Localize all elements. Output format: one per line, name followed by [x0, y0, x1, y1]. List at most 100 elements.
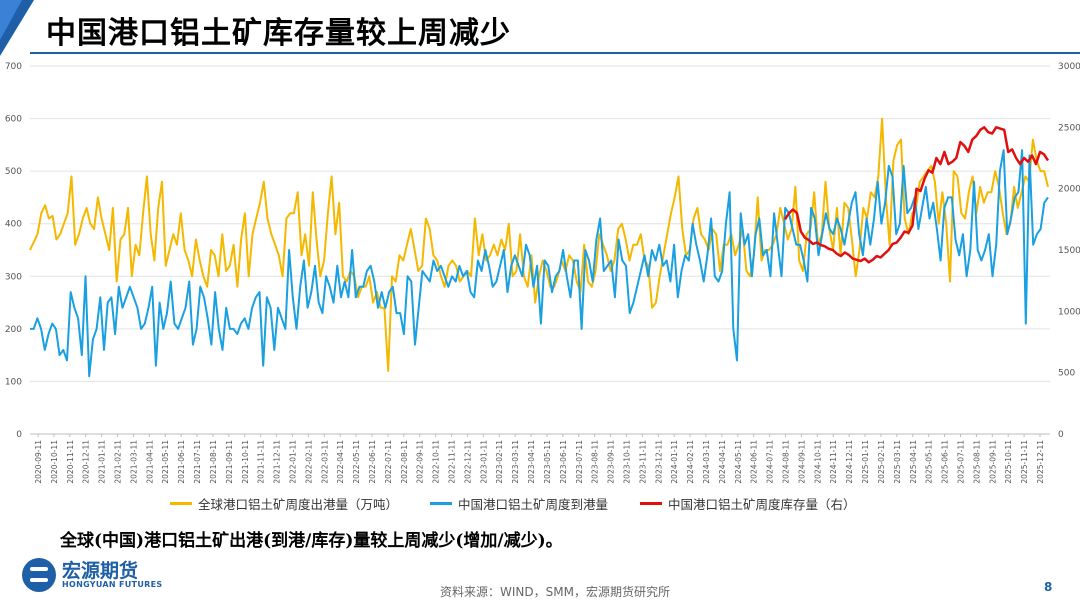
x-tick-label: 2023-10-11: [622, 440, 631, 484]
legend-swatch-blue: [430, 502, 453, 505]
x-tick-label: 2022-10-11: [432, 440, 441, 484]
x-tick-label: 2024-06-11: [750, 440, 759, 484]
x-tick-label: 2025-11-11: [1020, 440, 1029, 484]
chart-lines: [29, 117, 1050, 378]
y-right-tick-label: 3000: [1058, 62, 1080, 72]
x-tick-label: 2023-01-11: [479, 440, 488, 484]
x-tick-label: 2022-06-11: [368, 440, 377, 484]
x-tick-label: 2022-11-11: [448, 440, 457, 484]
x-tick-label: 2022-03-11: [320, 440, 329, 484]
x-tick-label: 2022-01-11: [288, 440, 297, 484]
x-tick-label: 2024-04-11: [718, 440, 727, 484]
x-tick-label: 2025-01-11: [861, 440, 870, 484]
x-tick-label: 2024-02-11: [686, 440, 695, 484]
x-tick-label: 2025-12-11: [1036, 440, 1045, 484]
header-underline: [30, 52, 1080, 54]
y-right-tick-label: 1000: [1058, 307, 1080, 317]
x-tick-label: 2021-05-11: [161, 440, 170, 484]
x-tick-label: 2022-05-11: [352, 440, 361, 484]
x-tick-label: 2021-10-11: [241, 440, 250, 484]
logo-text-cn: 宏源期货: [62, 560, 139, 582]
y-right-tick-label: 2000: [1058, 185, 1080, 195]
x-tick-label: 2024-11-11: [829, 440, 838, 484]
x-tick-label: 2022-08-11: [400, 440, 409, 484]
x-tick-label: 2022-04-11: [336, 440, 345, 484]
y-left-tick-label: 200: [5, 325, 22, 335]
x-tick-label: 2024-12-11: [845, 440, 854, 484]
x-tick-label: 2023-11-11: [638, 440, 647, 484]
x-tick-label: 2021-08-11: [209, 440, 218, 484]
x-tick-label: 2025-02-11: [877, 440, 886, 484]
x-tick-label: 2023-12-11: [654, 440, 663, 484]
x-tick-label: 2023-06-11: [559, 440, 568, 484]
x-tick-label: 2024-09-11: [797, 440, 806, 484]
x-tick-label: 2023-08-11: [591, 440, 600, 484]
x-tick-label: 2021-04-11: [145, 440, 154, 484]
logo-mark-icon: [22, 558, 56, 592]
x-axis: 2020-09-11 2020-10-11 2020-11-11 2020-12-11…: [30, 433, 1050, 484]
x-tick-label: 2025-04-11: [909, 440, 918, 484]
y-left-tick-label: 400: [5, 220, 22, 230]
source-note: 资料来源：WIND，SMM，宏源期货研究所: [440, 585, 670, 599]
x-tick-label: 2025-10-11: [1004, 440, 1013, 484]
x-tick-label: 2025-07-11: [956, 440, 965, 484]
header-bar: [0, 0, 1080, 56]
x-tick-label: 2021-01-11: [98, 440, 107, 484]
chart-grid: [30, 65, 1050, 435]
x-tick-label: 2021-06-11: [177, 440, 186, 484]
x-tick-label: 2021-12-11: [273, 440, 282, 484]
y-left-tick-label: 100: [5, 377, 22, 387]
x-tick-label: 2021-09-11: [225, 440, 234, 484]
summary-note: 全球(中国)港口铝土矿出港(到港/库存)量较上周减少(增加/减少)。: [60, 531, 563, 551]
chart-legend: 全球港口铝土矿周度出港量（万吨） 中国港口铝土矿周度到港量 中国港口铝土矿周度库…: [170, 494, 856, 513]
legend-label-yellow: 全球港口铝土矿周度出港量（万吨）: [198, 497, 399, 512]
series-line-china-arrivals: [30, 149, 1049, 378]
y-right-tick-label: 1500: [1058, 246, 1080, 256]
x-tick-label: 2022-09-11: [416, 440, 425, 484]
x-tick-label: 2020-12-11: [82, 440, 91, 484]
x-tick-label: 2025-08-11: [972, 440, 981, 484]
legend-label-red: 中国港口铝土矿周度库存量（右）: [668, 497, 856, 512]
y-left-tick-label: 0: [16, 430, 22, 440]
x-tick-label: 2023-09-11: [607, 440, 616, 484]
x-tick-label: 2025-05-11: [925, 440, 934, 484]
x-tick-label: 2022-02-11: [304, 440, 313, 484]
legend-swatch-yellow: [170, 502, 192, 505]
x-tick-label: 2021-07-11: [193, 440, 202, 484]
y-right-tick-label: 0: [1058, 430, 1064, 440]
x-tick-label: 2025-09-11: [988, 440, 997, 484]
x-tick-label: 2023-05-11: [543, 440, 552, 484]
x-tick-label: 2025-06-11: [941, 440, 950, 484]
x-tick-label: 2024-05-11: [734, 440, 743, 484]
x-tick-label: 2022-12-11: [463, 440, 472, 484]
y-left-tick-label: 600: [5, 115, 22, 125]
x-tick-label: 2020-10-11: [50, 440, 59, 484]
page-title: 中国港口铝土矿库存量较上周减少: [46, 16, 511, 51]
legend-item-yellow: 全球港口铝土矿周度出港量（万吨）: [170, 494, 398, 513]
series-line-global-outbound: [29, 117, 1049, 372]
x-tick-label: 2025-03-11: [893, 440, 902, 484]
x-tick-label: 2024-01-11: [670, 440, 679, 484]
series-line-china-inventory: [783, 126, 1050, 264]
y-right-tick-label: 500: [1058, 369, 1075, 379]
page-number: 8: [1044, 580, 1053, 594]
logo-text-en: HONGYUAN FUTURES: [62, 580, 163, 589]
x-tick-label: 2021-03-11: [129, 440, 138, 484]
y-left-tick-label: 300: [5, 272, 22, 282]
x-tick-label: 2020-11-11: [66, 440, 75, 484]
y-axis-left: 0 100 200 300 400 500 600 700: [5, 62, 22, 440]
x-tick-label: 2023-03-11: [511, 440, 520, 484]
x-tick-label: 2021-02-11: [114, 440, 123, 484]
legend-item-red: 中国港口铝土矿周度库存量（右）: [640, 494, 856, 513]
company-logo: 宏源期货 HONGYUAN FUTURES: [22, 556, 172, 596]
y-left-tick-label: 700: [5, 62, 22, 72]
y-axis-right: 0 500 1000 1500 2000 2500 3000: [1058, 62, 1080, 440]
legend-label-blue: 中国港口铝土矿周度到港量: [458, 497, 609, 512]
y-right-tick-label: 2500: [1058, 123, 1080, 133]
header-accent-shape-light: [0, 0, 22, 40]
y-left-tick-label: 500: [5, 167, 22, 177]
x-tick-label: 2023-04-11: [527, 440, 536, 484]
x-tick-label: 2024-07-11: [766, 440, 775, 484]
x-tick-label: 2023-07-11: [575, 440, 584, 484]
x-tick-label: 2024-03-11: [702, 440, 711, 484]
